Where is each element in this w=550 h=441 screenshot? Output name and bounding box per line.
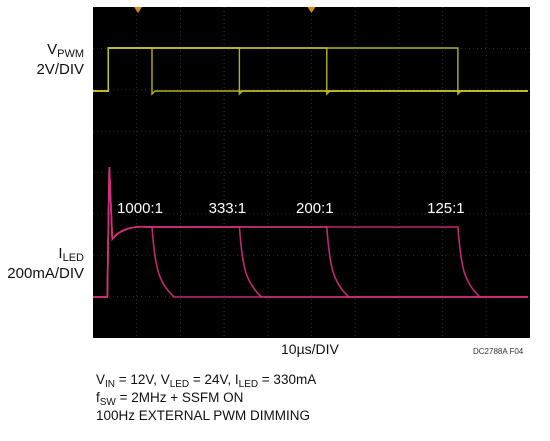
ratio-label-3: 200:1 — [296, 200, 334, 217]
ratio-label-4: 125:1 — [427, 200, 465, 217]
conditions-line-3: 100Hz EXTERNAL PWM DIMMING — [96, 408, 311, 423]
scope-screen — [93, 7, 530, 338]
ratio-label-2: 333:1 — [209, 200, 247, 217]
iled-trace-4 — [93, 166, 528, 298]
trigger-marker — [134, 7, 142, 13]
conditions-line-1: VIN = 12V, VLED = 24V, ILED = 330mA — [96, 372, 317, 390]
ratio-label-1: 1000:1 — [117, 200, 163, 217]
vpwm-scale: 2V/DIV — [36, 61, 84, 78]
time-scale-label: 10µs/DIV — [281, 341, 339, 357]
ratio-labels: 1000:1 333:1 200:1 125:1 — [117, 200, 465, 217]
waveforms — [93, 47, 528, 298]
vpwm-trace-4 — [93, 47, 528, 96]
iled-channel-label: ILED 200mA/DIV — [7, 245, 84, 282]
conditions-line-2: fSW = 2MHz + SSFM ON — [96, 390, 244, 408]
vpwm-channel-label: VPWM 2V/DIV — [36, 41, 84, 78]
iled-scale: 200mA/DIV — [7, 265, 84, 282]
figure-id: DC2788A F04 — [473, 347, 524, 356]
trigger-marker — [307, 7, 316, 13]
